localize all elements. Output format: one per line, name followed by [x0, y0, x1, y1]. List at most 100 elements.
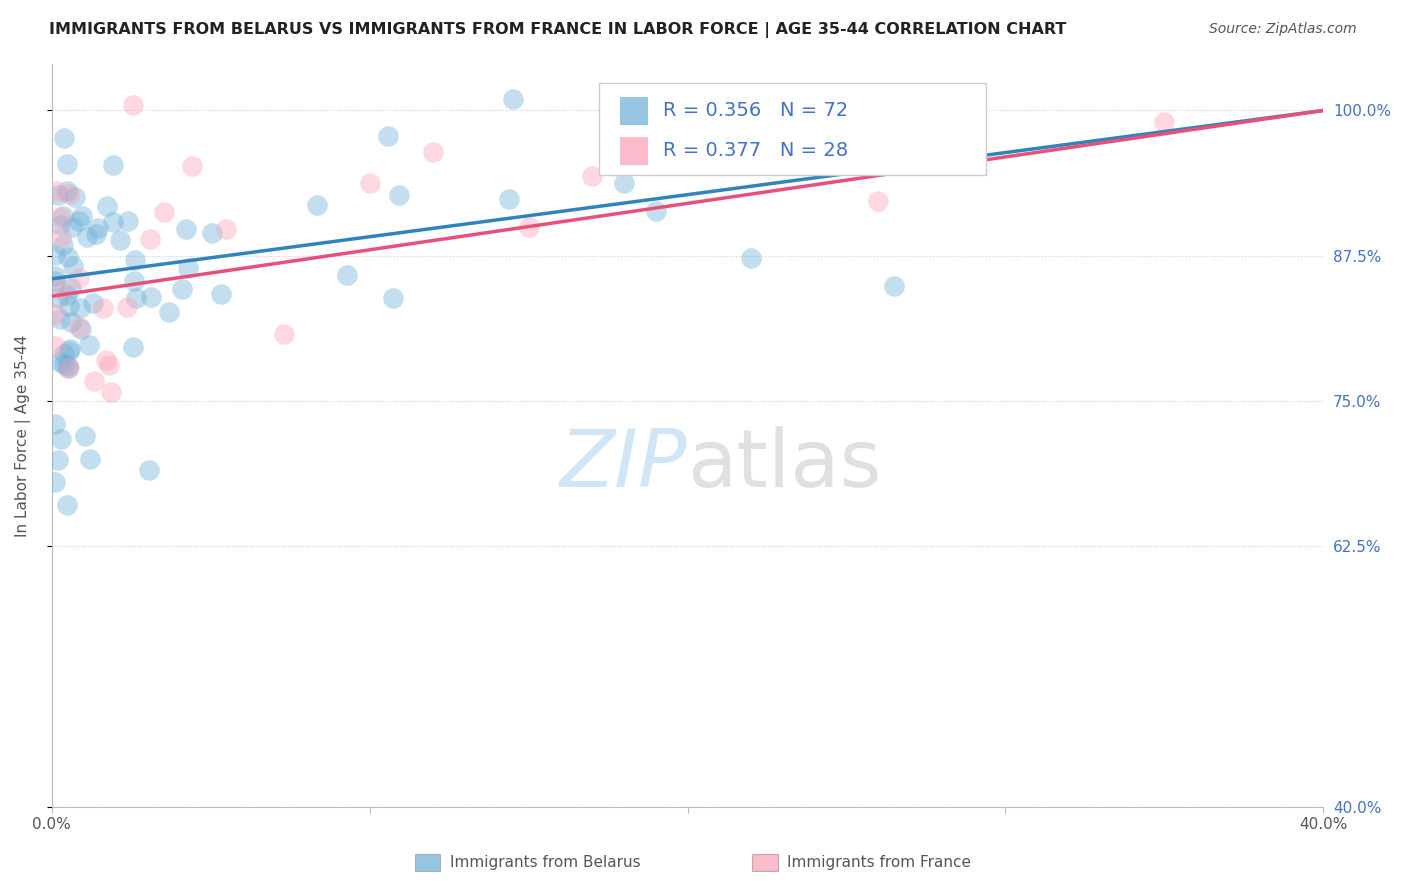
Bar	[620, 136, 648, 165]
Point	[44, 417, 66, 431]
Point	[108, 233, 131, 247]
Point	[44, 475, 66, 489]
Point	[305, 198, 328, 212]
Point	[69, 301, 91, 315]
Point	[52, 131, 75, 145]
Point	[58, 361, 80, 376]
Point	[101, 158, 124, 172]
Point	[87, 220, 110, 235]
Point	[157, 305, 180, 319]
Point	[67, 214, 90, 228]
Point	[62, 259, 84, 273]
Point	[382, 291, 405, 305]
Point	[51, 432, 73, 446]
Point	[139, 290, 162, 304]
Point	[67, 271, 90, 285]
Point	[517, 219, 540, 234]
Point	[56, 184, 79, 198]
Point	[644, 203, 666, 218]
Point	[124, 252, 146, 267]
Point	[52, 238, 75, 252]
Point	[69, 322, 91, 336]
Point	[60, 281, 83, 295]
Point	[73, 428, 96, 442]
Point	[170, 282, 193, 296]
Point	[53, 357, 76, 371]
Text: Immigrants from France: Immigrants from France	[787, 855, 972, 870]
Point	[58, 187, 80, 202]
Point	[177, 261, 200, 276]
Point	[76, 230, 98, 244]
Point	[79, 451, 101, 466]
Point	[58, 343, 80, 357]
Point	[56, 288, 79, 302]
Text: Source: ZipAtlas.com: Source: ZipAtlas.com	[1209, 22, 1357, 37]
Point	[868, 194, 890, 208]
Bar	[620, 96, 648, 125]
Point	[58, 299, 80, 313]
Point	[883, 278, 905, 293]
Point	[388, 188, 411, 202]
Point	[138, 232, 160, 246]
Point	[215, 222, 238, 236]
Point	[359, 177, 381, 191]
Point	[56, 157, 79, 171]
Point	[835, 100, 858, 114]
Y-axis label: In Labor Force | Age 35-44: In Labor Force | Age 35-44	[15, 334, 31, 537]
Point	[56, 359, 79, 373]
Text: Immigrants from Belarus: Immigrants from Belarus	[450, 855, 641, 870]
Point	[740, 251, 762, 265]
FancyBboxPatch shape	[599, 83, 987, 176]
Point	[502, 92, 524, 106]
Text: atlas: atlas	[688, 426, 882, 504]
Point	[209, 287, 232, 301]
Point	[422, 145, 444, 160]
Point	[336, 268, 359, 282]
Point	[58, 344, 80, 359]
Point	[44, 184, 66, 198]
Text: R = 0.356   N = 72: R = 0.356 N = 72	[664, 101, 849, 120]
Point	[82, 296, 104, 310]
Point	[100, 385, 122, 400]
Point	[152, 204, 174, 219]
Text: R = 0.377   N = 28: R = 0.377 N = 28	[664, 141, 849, 161]
Point	[124, 291, 146, 305]
Point	[174, 222, 197, 236]
Point	[44, 248, 66, 262]
Point	[49, 229, 72, 244]
Point	[48, 210, 70, 224]
Point	[613, 176, 636, 190]
Point	[121, 98, 143, 112]
Point	[44, 339, 66, 353]
Point	[48, 291, 70, 305]
Point	[52, 346, 75, 360]
Point	[273, 326, 295, 341]
Point	[138, 463, 160, 477]
Point	[59, 315, 82, 329]
Point	[122, 274, 145, 288]
Point	[94, 352, 117, 367]
Point	[98, 358, 121, 372]
Point	[101, 214, 124, 228]
Point	[49, 355, 72, 369]
Point	[86, 227, 108, 241]
Point	[67, 319, 90, 334]
Point	[91, 301, 114, 316]
Point	[83, 374, 105, 388]
Point	[44, 268, 66, 283]
Point	[44, 307, 66, 321]
Point	[1153, 114, 1175, 128]
Point	[44, 274, 66, 288]
Point	[49, 311, 72, 326]
Point	[55, 498, 77, 512]
Point	[49, 218, 72, 232]
Point	[63, 190, 86, 204]
Point	[56, 250, 79, 264]
Point	[49, 282, 72, 296]
Point	[201, 227, 224, 241]
Point	[46, 453, 69, 467]
Text: IMMIGRANTS FROM BELARUS VS IMMIGRANTS FROM FRANCE IN LABOR FORCE | AGE 35-44 COR: IMMIGRANTS FROM BELARUS VS IMMIGRANTS FR…	[49, 22, 1067, 38]
Point	[122, 340, 145, 354]
Point	[46, 187, 69, 202]
Point	[117, 214, 139, 228]
